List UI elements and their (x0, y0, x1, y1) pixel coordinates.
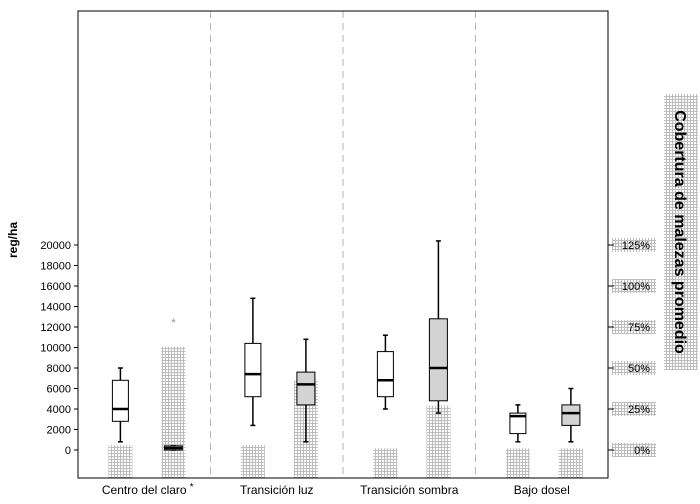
y2-tick-background (612, 402, 656, 416)
y-tick-label: 8000 (47, 363, 71, 375)
coverage-bar-2 (240, 445, 265, 478)
y-tick-label: 6000 (47, 384, 71, 396)
category-label-0: Centro del claro (102, 483, 187, 497)
y2-tick-background (612, 443, 656, 457)
category-label-2: Transición sombra (360, 483, 459, 497)
y2-tick-label: 0% (634, 445, 650, 457)
axis-layer: 0 2000 4000 6000 8000 10000 12000 14000 16000 180… (40, 238, 656, 497)
box-iqr (296, 371, 316, 406)
box-layer: * (111, 240, 581, 451)
y-axis-label: reg/ha (6, 222, 20, 258)
y-tick-label: 12000 (40, 322, 71, 334)
y2-axis-label: Cobertura de malezas promedio (671, 110, 688, 354)
y-tick-label: 20000 (40, 240, 71, 252)
y2-tick-label: 125% (622, 240, 650, 252)
category-marker: * (190, 482, 194, 493)
box-4 (376, 334, 394, 410)
y2-tick-background (612, 238, 656, 252)
box-5 (428, 240, 448, 414)
y2-tick-label: 75% (628, 322, 650, 334)
y-tick-label: 2000 (47, 425, 71, 437)
y-tick-label: 10000 (40, 343, 71, 355)
y-tick-label: 14000 (40, 302, 71, 314)
y2-tick-background (612, 320, 656, 334)
category-label-1: Transición luz (240, 483, 314, 497)
box-iqr (244, 342, 262, 398)
coverage-layer (108, 346, 583, 478)
y2-tick-label: 100% (622, 281, 650, 293)
category-dividers (210, 11, 476, 478)
box-iqr (111, 379, 129, 422)
coverage-bar-6 (505, 448, 530, 478)
y-tick-label: 18000 (40, 261, 71, 273)
y-tick-label: 16000 (40, 281, 71, 293)
coverage-bar-7 (558, 448, 583, 478)
box-6 (509, 404, 527, 443)
y-tick-label: 4000 (47, 404, 71, 416)
box-iqr (376, 351, 394, 398)
outlier-marker: * (171, 316, 176, 330)
y2-axis-label-background (664, 94, 698, 370)
coverage-bar-5 (426, 405, 451, 478)
y-tick-label: 0 (65, 445, 71, 457)
box-2 (244, 297, 262, 427)
y2-tick-background (612, 361, 656, 375)
coverage-bar-4 (373, 448, 398, 478)
category-label-3: Bajo dosel (514, 483, 570, 497)
y2-tick-background (612, 279, 656, 293)
y2-tick-label: 25% (628, 404, 650, 416)
y2-tick-label: 50% (628, 363, 650, 375)
box-iqr (428, 318, 448, 402)
coverage-bar-1 (161, 346, 186, 478)
box-0 (111, 367, 129, 443)
box-iqr (561, 404, 581, 426)
box-7 (561, 387, 581, 443)
box-3 (296, 338, 316, 443)
box-iqr (509, 412, 527, 435)
box-1: * (163, 316, 183, 451)
coverage-bar-0 (108, 445, 133, 478)
